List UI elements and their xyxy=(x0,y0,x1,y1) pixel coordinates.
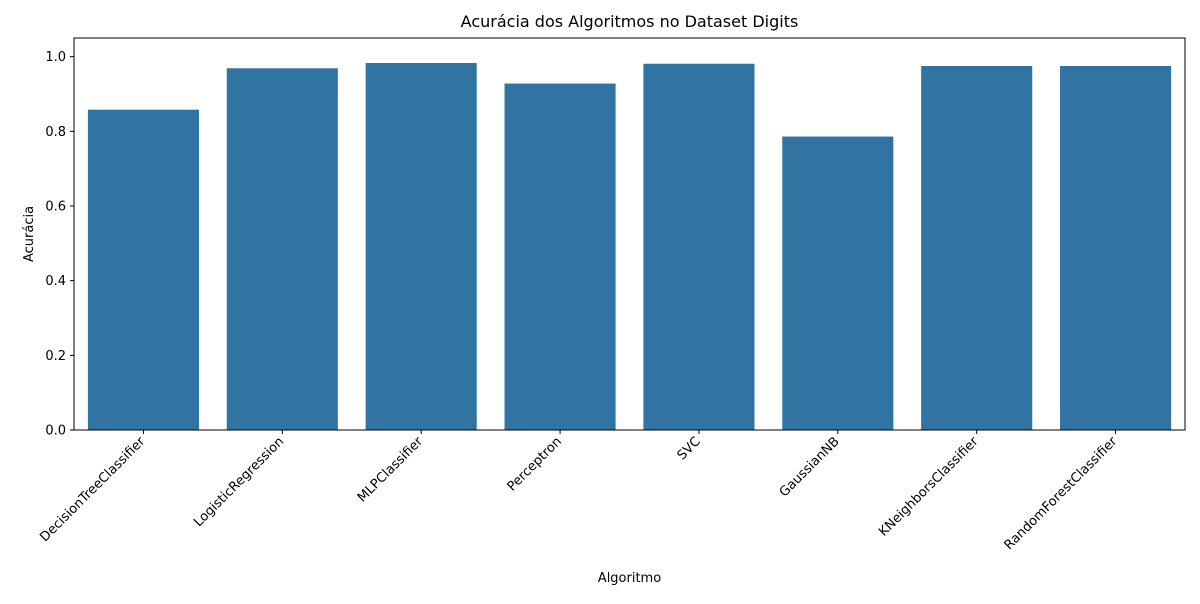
y-tick-label: 0.4 xyxy=(45,274,66,289)
y-tick-label: 0.8 xyxy=(45,125,66,140)
bar-Perceptron xyxy=(504,83,616,431)
x-tick-label: SVC xyxy=(675,434,704,463)
bars-group xyxy=(87,63,1172,431)
bar-GaussianNB xyxy=(782,136,894,430)
x-axis-label: Algoritmo xyxy=(598,571,661,586)
y-tick-label: 0.6 xyxy=(45,200,66,215)
bar-DecisionTreeClassifier xyxy=(87,109,199,431)
bar-SVC xyxy=(643,63,755,430)
y-axis: 0.0 0.2 0.4 0.6 0.8 1.0 xyxy=(45,50,74,439)
axes-frame xyxy=(73,37,1186,431)
x-tick-label: Perceptron xyxy=(505,434,565,494)
y-axis-label: Acurácia xyxy=(22,206,37,262)
y-tick-label: 0.0 xyxy=(45,424,66,439)
bar-RandomForestClassifier xyxy=(1060,66,1172,430)
x-tick-label: LogisticRegression xyxy=(191,434,287,530)
x-tick-label: MLPClassifier xyxy=(355,434,427,506)
bar-KNeighborsClassifier xyxy=(921,66,1033,430)
y-tick-label: 1.0 xyxy=(45,50,66,65)
x-tick-label: RandomForestClassifier xyxy=(1002,434,1121,553)
bar-MLPClassifier xyxy=(365,63,477,430)
x-tick-label: DecisionTreeClassifier xyxy=(37,434,148,545)
x-tick-label: KNeighborsClassifier xyxy=(876,434,982,540)
bar-LogisticRegression xyxy=(226,68,338,431)
chart-title: Acurácia dos Algoritmos no Dataset Digit… xyxy=(461,12,799,31)
y-tick-label: 0.2 xyxy=(45,349,66,364)
x-axis: DecisionTreeClassifier LogisticRegression… xyxy=(37,430,1121,553)
x-tick-label: GaussianNB xyxy=(777,434,843,500)
